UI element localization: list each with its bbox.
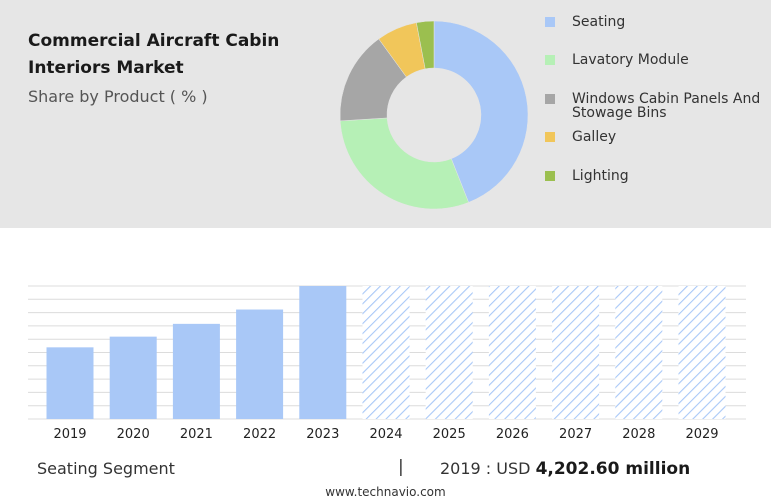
segment-value: 2019 : USD 4,202.60 million bbox=[440, 459, 690, 479]
chart-title: Commercial Aircraft Cabin Interiors Mark… bbox=[28, 31, 280, 78]
footer-separator: | bbox=[398, 457, 404, 477]
x-tick-label: 2022 bbox=[243, 427, 276, 442]
bar-2020 bbox=[109, 336, 157, 419]
legend-swatch bbox=[545, 171, 555, 181]
chart-subtitle: Share by Product ( % ) bbox=[28, 87, 208, 106]
bar-2024 bbox=[362, 286, 410, 419]
legend-swatch bbox=[545, 55, 555, 65]
legend-label: Lighting bbox=[572, 168, 629, 184]
bar-chart: 2019 2020 2021 2022 2023 2024 2025 2026 2027 2028… bbox=[28, 285, 746, 442]
x-tick-label: 2025 bbox=[433, 427, 466, 442]
x-tick-label: 2024 bbox=[369, 427, 402, 442]
legend-swatch bbox=[545, 132, 555, 142]
donut-slice-1 bbox=[433, 20, 529, 203]
legend-label: Lavatory Module bbox=[572, 52, 689, 68]
bar-2028 bbox=[615, 286, 663, 419]
x-tick-label: 2029 bbox=[685, 427, 718, 442]
bar-2025 bbox=[425, 286, 473, 419]
x-tick-label: 2026 bbox=[496, 427, 529, 442]
bar-2027 bbox=[552, 286, 600, 419]
x-tick-label: 2020 bbox=[117, 427, 150, 442]
segment-label: Seating Segment bbox=[37, 459, 175, 478]
donut-slice-2 bbox=[339, 117, 469, 210]
legend-item: Galley bbox=[545, 127, 767, 144]
bar-2029 bbox=[678, 286, 726, 419]
segment-value-prefix: 2019 : USD bbox=[440, 459, 531, 478]
segment-value-amount: 4,202.60 million bbox=[535, 459, 691, 479]
legend-item: Seating bbox=[545, 12, 767, 29]
website-link[interactable]: www.technavio.com bbox=[325, 485, 446, 499]
legend-swatch bbox=[545, 94, 555, 104]
x-tick-label: 2021 bbox=[180, 427, 213, 442]
bar-2023 bbox=[299, 286, 347, 419]
legend-label: Seating bbox=[572, 14, 626, 30]
donut-slice-5 bbox=[416, 20, 435, 70]
x-tick-label: 2027 bbox=[559, 427, 592, 442]
legend-item: Lighting bbox=[545, 166, 767, 183]
bar-2019 bbox=[46, 347, 94, 419]
x-tick-label: 2023 bbox=[306, 427, 339, 442]
legend-item: Windows Cabin Panels And Stowage Bins bbox=[545, 89, 767, 120]
bar-2021 bbox=[172, 323, 220, 419]
legend-swatch bbox=[545, 17, 555, 27]
x-tick-label: 2019 bbox=[53, 427, 86, 442]
legend-label: Galley bbox=[572, 129, 617, 145]
x-tick-label: 2028 bbox=[622, 427, 655, 442]
donut-chart bbox=[339, 20, 529, 210]
bar-2026 bbox=[488, 286, 536, 419]
bar-2022 bbox=[236, 309, 284, 419]
legend-label: Windows Cabin Panels And Stowage Bins bbox=[572, 91, 761, 121]
legend-item: Lavatory Module bbox=[545, 50, 767, 67]
